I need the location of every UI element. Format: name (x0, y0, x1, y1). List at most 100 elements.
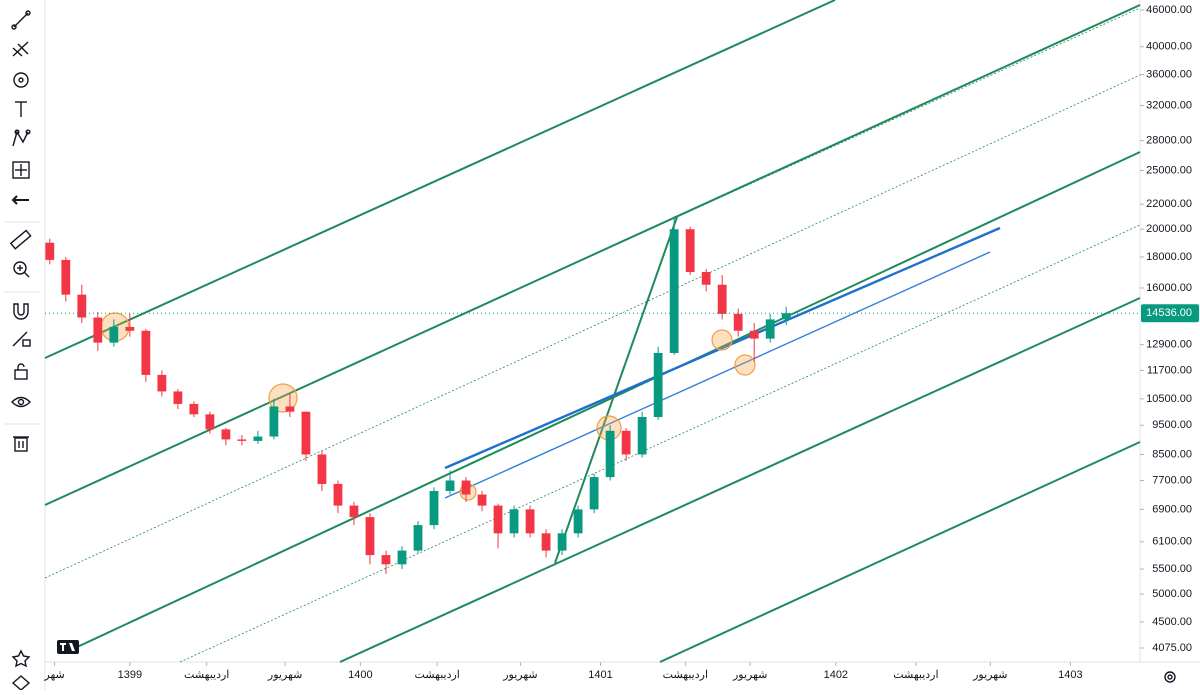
candle-body (605, 430, 615, 478)
zoom-tool[interactable] (13, 261, 30, 278)
y-tick-label: 20000.00 (1146, 223, 1192, 235)
y-tick-label: 8500.00 (1152, 448, 1192, 460)
candle-body (429, 490, 439, 526)
fib-tool[interactable] (13, 72, 29, 88)
candle-body (333, 483, 343, 506)
candle-body (717, 284, 727, 314)
candle-body (541, 533, 551, 551)
candle-body (669, 229, 679, 353)
pitchfork-tool[interactable] (12, 41, 29, 57)
x-tick-label: شهریور (502, 669, 537, 681)
y-tick-label: 9500.00 (1152, 419, 1192, 431)
y-tick-label: 12900.00 (1146, 339, 1192, 351)
candle-body (205, 414, 215, 430)
candle-body (477, 494, 487, 506)
candle-body (365, 517, 375, 556)
candle-body (237, 439, 247, 441)
candle-body (189, 403, 199, 415)
y-tick-label: 22000.00 (1146, 198, 1192, 210)
candle-body (173, 391, 183, 404)
y-tick-label: 7700.00 (1152, 474, 1192, 486)
text-tool[interactable] (15, 101, 27, 117)
y-tick-label: 36000.00 (1146, 68, 1192, 80)
candle-body (77, 294, 87, 318)
candle-body (589, 477, 599, 510)
candle-body (253, 436, 263, 441)
x-tick-label: اردیبهشت (184, 669, 229, 681)
blue-trend-line (444, 251, 991, 499)
candle-body (733, 313, 743, 331)
measure-tool[interactable] (9, 229, 32, 250)
x-tick-label: 1399 (118, 669, 142, 681)
y-tick-label: 4500.00 (1152, 616, 1192, 628)
y-tick-label: 6100.00 (1152, 536, 1192, 548)
x-tick-label: اردیبهشت (415, 669, 460, 681)
blue-trend-line (444, 226, 1001, 470)
settings-button[interactable] (1164, 671, 1176, 683)
candle-body (301, 411, 311, 455)
candle-body (285, 406, 295, 412)
candle-body (157, 374, 167, 392)
delete-tool[interactable] (13, 436, 29, 452)
x-tick-label: اردیبهشت (663, 669, 708, 681)
candle-body (461, 480, 471, 495)
toolbar (4, 0, 46, 691)
x-tick-label: شهر (43, 669, 64, 681)
y-tick-label: 6900.00 (1152, 503, 1192, 515)
y-tick-label: 16000.00 (1146, 282, 1192, 294)
candle-body (493, 505, 503, 534)
candle-body (93, 317, 103, 343)
x-tick-label: 1400 (348, 669, 372, 681)
last-price-label: 14536.00 (1146, 307, 1192, 319)
last-price-box (1141, 304, 1199, 323)
candle-body (125, 326, 135, 331)
candle-body (573, 509, 583, 534)
candle-body (637, 417, 647, 455)
x-tick-label: 1401 (588, 669, 612, 681)
y-tick-label: 46000.00 (1146, 4, 1192, 16)
candle-body (61, 259, 71, 295)
candle-body (269, 406, 279, 437)
candle-body (109, 326, 119, 343)
y-tick-label: 11700.00 (1147, 364, 1192, 376)
back-tool[interactable] (11, 195, 29, 205)
candle-body (653, 352, 663, 418)
pitchfork-dotted-lines (44, 7, 1141, 663)
candle-body (765, 319, 775, 339)
candle-body (781, 313, 791, 320)
candle-body (221, 429, 231, 440)
x-tick-label: اردیبهشت (893, 669, 938, 681)
visibility-tool[interactable] (11, 396, 31, 408)
pitchfork-lines (44, 0, 1141, 663)
candle-body (45, 242, 55, 260)
y-tick-label: 4075.00 (1152, 642, 1192, 654)
projection-tool[interactable] (12, 161, 30, 179)
y-tick-label: 5500.00 (1152, 563, 1192, 575)
magnet-tool[interactable] (13, 303, 29, 320)
x-tick-label: شهریور (732, 669, 767, 681)
x-tick-label: 1403 (1058, 669, 1082, 681)
candle-body (445, 480, 455, 491)
candle-body (397, 550, 407, 565)
y-tick-label: 18000.00 (1146, 251, 1192, 263)
y-tick-label: 40000.00 (1146, 41, 1192, 53)
candle-body (525, 509, 535, 534)
logo (57, 640, 79, 654)
y-tick-label: 25000.00 (1146, 164, 1192, 176)
plot: 46000.00 40000.00 36000.00 32000.00 28000.00… (43, 4, 1199, 681)
candle-body (557, 533, 567, 551)
trend-line-tool[interactable] (11, 10, 31, 30)
x-tick-label: 1402 (824, 669, 848, 681)
candle-body (509, 509, 519, 534)
pattern-tool[interactable] (12, 129, 31, 147)
y-tick-label: 32000.00 (1146, 99, 1192, 111)
lock-drawing-tool[interactable] (12, 331, 31, 347)
candle-body (317, 454, 327, 484)
x-tick-label: شهریور (972, 669, 1007, 681)
candle-body (749, 330, 759, 339)
lock-tool[interactable] (14, 363, 28, 380)
favorites-tool[interactable] (11, 649, 31, 668)
candle-body (685, 229, 695, 273)
y-tick-label: 5000.00 (1152, 588, 1192, 600)
